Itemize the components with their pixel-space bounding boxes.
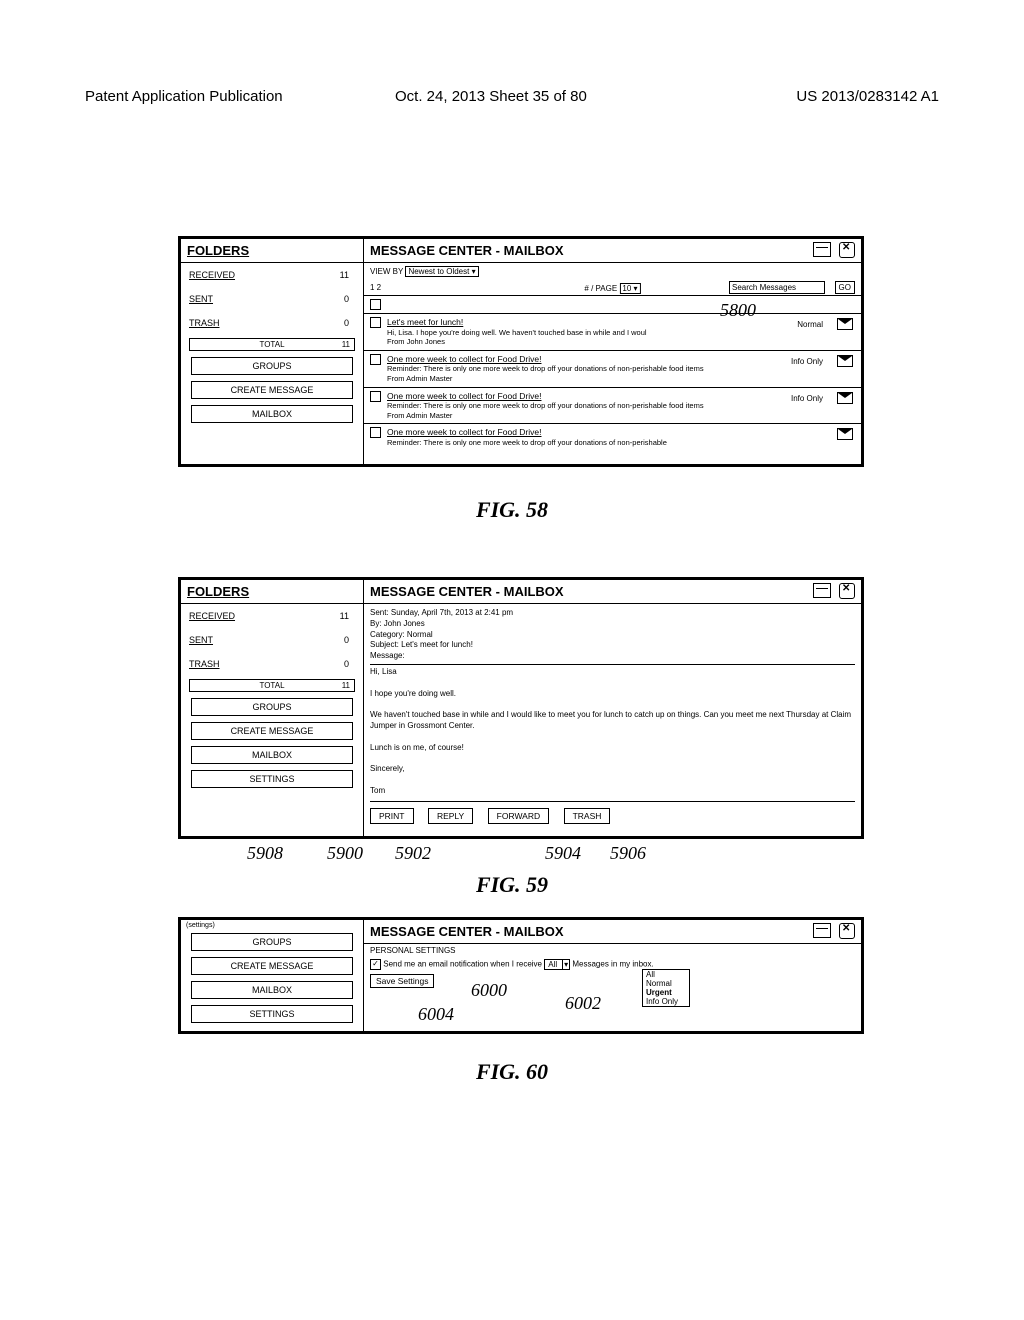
- figure-59-label: FIG. 59: [0, 872, 1024, 898]
- folders-total: TOTAL11: [189, 338, 355, 351]
- select-all-checkbox[interactable]: [370, 299, 381, 310]
- callout-6000: 6000: [471, 980, 507, 1001]
- folder-received[interactable]: RECEIVED11: [181, 604, 363, 628]
- message-row[interactable]: One more week to collect for Food Drive!…: [364, 351, 861, 388]
- close-icon[interactable]: [839, 923, 855, 939]
- pager: 1 2 # / PAGE 10 ▾ Search Messages GO: [364, 280, 861, 295]
- create-message-button[interactable]: CREATE MESSAGE: [191, 957, 353, 975]
- close-icon[interactable]: [839, 242, 855, 258]
- main-title: MESSAGE CENTER - MAILBOX: [364, 239, 861, 263]
- mailbox-button[interactable]: MAILBOX: [191, 981, 353, 999]
- create-message-button[interactable]: CREATE MESSAGE: [191, 381, 353, 399]
- callout-6002: 6002: [565, 993, 601, 1014]
- page-numbers[interactable]: 1 2: [370, 283, 381, 292]
- figure-58-label: FIG. 58: [0, 497, 1024, 523]
- message-detail: Sent: Sunday, April 7th, 2013 at 2:41 pm…: [364, 604, 861, 801]
- settings-button[interactable]: SETTINGS: [191, 1005, 353, 1023]
- priority-label: Normal: [797, 320, 823, 330]
- row-checkbox[interactable]: [370, 354, 381, 365]
- folders-title: FOLDERS: [181, 239, 363, 263]
- priority-dropdown[interactable]: All: [544, 959, 570, 970]
- sidebar: FOLDERS RECEIVED11 SENT0 TRASH0 TOTAL11 …: [181, 580, 364, 836]
- envelope-icon: [837, 428, 853, 440]
- select-all-row: [364, 296, 861, 314]
- callout-5904: 5904: [545, 843, 581, 864]
- header-center: Oct. 24, 2013 Sheet 35 of 80: [395, 88, 587, 105]
- groups-button[interactable]: GROUPS: [191, 698, 353, 716]
- per-page-select[interactable]: 10 ▾: [619, 283, 640, 294]
- callout-5908: 5908: [247, 843, 283, 864]
- mailbox-button[interactable]: MAILBOX: [191, 746, 353, 764]
- search-input[interactable]: Search Messages: [729, 281, 825, 294]
- row-checkbox[interactable]: [370, 391, 381, 402]
- row-checkbox[interactable]: [370, 317, 381, 328]
- personal-settings-title: PERSONAL SETTINGS: [364, 944, 861, 957]
- window-icon[interactable]: [813, 242, 831, 257]
- figure-60: (settings) GROUPS CREATE MESSAGE MAILBOX…: [178, 917, 864, 1034]
- main-panel: MESSAGE CENTER - MAILBOX Sent: Sunday, A…: [364, 580, 861, 836]
- main-title: MESSAGE CENTER - MAILBOX: [364, 580, 861, 604]
- forward-button[interactable]: FORWARD: [488, 808, 549, 824]
- mailbox-button[interactable]: MAILBOX: [191, 405, 353, 423]
- groups-button[interactable]: GROUPS: [191, 933, 353, 951]
- action-bar: PRINT REPLY FORWARD TRASH: [364, 802, 861, 828]
- create-message-button[interactable]: CREATE MESSAGE: [191, 722, 353, 740]
- envelope-icon: [837, 355, 853, 367]
- envelope-icon: [837, 318, 853, 330]
- window-icon[interactable]: [813, 583, 831, 598]
- callout-5906: 5906: [610, 843, 646, 864]
- folder-received[interactable]: RECEIVED11: [181, 263, 363, 287]
- save-settings-button[interactable]: Save Settings: [370, 974, 434, 988]
- window-icon[interactable]: [813, 923, 831, 938]
- sidebar: (settings) GROUPS CREATE MESSAGE MAILBOX…: [181, 920, 364, 1031]
- message-row[interactable]: One more week to collect for Food Drive!…: [364, 424, 861, 450]
- folders-title: FOLDERS: [181, 580, 363, 604]
- message-list: Let's meet for lunch!Hi, Lisa. I hope yo…: [364, 295, 861, 451]
- callout-5902: 5902: [395, 843, 431, 864]
- print-button[interactable]: PRINT: [370, 808, 414, 824]
- search-go-button[interactable]: GO: [835, 281, 855, 294]
- folder-sent[interactable]: SENT0: [181, 287, 363, 311]
- folders-total: TOTAL11: [189, 679, 355, 692]
- message-row[interactable]: Let's meet for lunch!Hi, Lisa. I hope yo…: [364, 314, 861, 351]
- groups-button[interactable]: GROUPS: [191, 357, 353, 375]
- notification-row: ✓ Send me an email notification when I r…: [364, 957, 861, 972]
- header-right: US 2013/0283142 A1: [796, 88, 939, 105]
- settings-note: (settings): [181, 920, 363, 931]
- sidebar: FOLDERS RECEIVED11 SENT0 TRASH0 TOTAL11 …: [181, 239, 364, 464]
- folder-trash[interactable]: TRASH0: [181, 311, 363, 335]
- close-icon[interactable]: [839, 583, 855, 599]
- row-checkbox[interactable]: [370, 427, 381, 438]
- trash-button[interactable]: TRASH: [564, 808, 611, 824]
- folder-sent[interactable]: SENT0: [181, 628, 363, 652]
- viewby-select[interactable]: Newest to Oldest ▾: [405, 266, 478, 277]
- message-row[interactable]: One more week to collect for Food Drive!…: [364, 388, 861, 425]
- callout-6004: 6004: [418, 1004, 454, 1025]
- folder-trash[interactable]: TRASH0: [181, 652, 363, 676]
- callout-5900: 5900: [327, 843, 363, 864]
- settings-button[interactable]: SETTINGS: [191, 770, 353, 788]
- notify-checkbox[interactable]: ✓: [370, 959, 381, 970]
- reply-button[interactable]: REPLY: [428, 808, 473, 824]
- priority-label: Info Only: [791, 357, 823, 367]
- figure-58: FOLDERS RECEIVED11 SENT0 TRASH0 TOTAL11 …: [178, 236, 864, 467]
- main-title: MESSAGE CENTER - MAILBOX: [364, 920, 861, 944]
- priority-label: Info Only: [791, 394, 823, 404]
- callout-5800: 5800: [720, 300, 756, 321]
- main-panel: MESSAGE CENTER - MAILBOX VIEW BY Newest …: [364, 239, 861, 464]
- header-left: Patent Application Publication: [85, 88, 283, 105]
- viewby-row: VIEW BY Newest to Oldest ▾: [364, 263, 861, 280]
- figure-59: FOLDERS RECEIVED11 SENT0 TRASH0 TOTAL11 …: [178, 577, 864, 839]
- figure-60-label: FIG. 60: [0, 1059, 1024, 1085]
- envelope-icon: [837, 392, 853, 404]
